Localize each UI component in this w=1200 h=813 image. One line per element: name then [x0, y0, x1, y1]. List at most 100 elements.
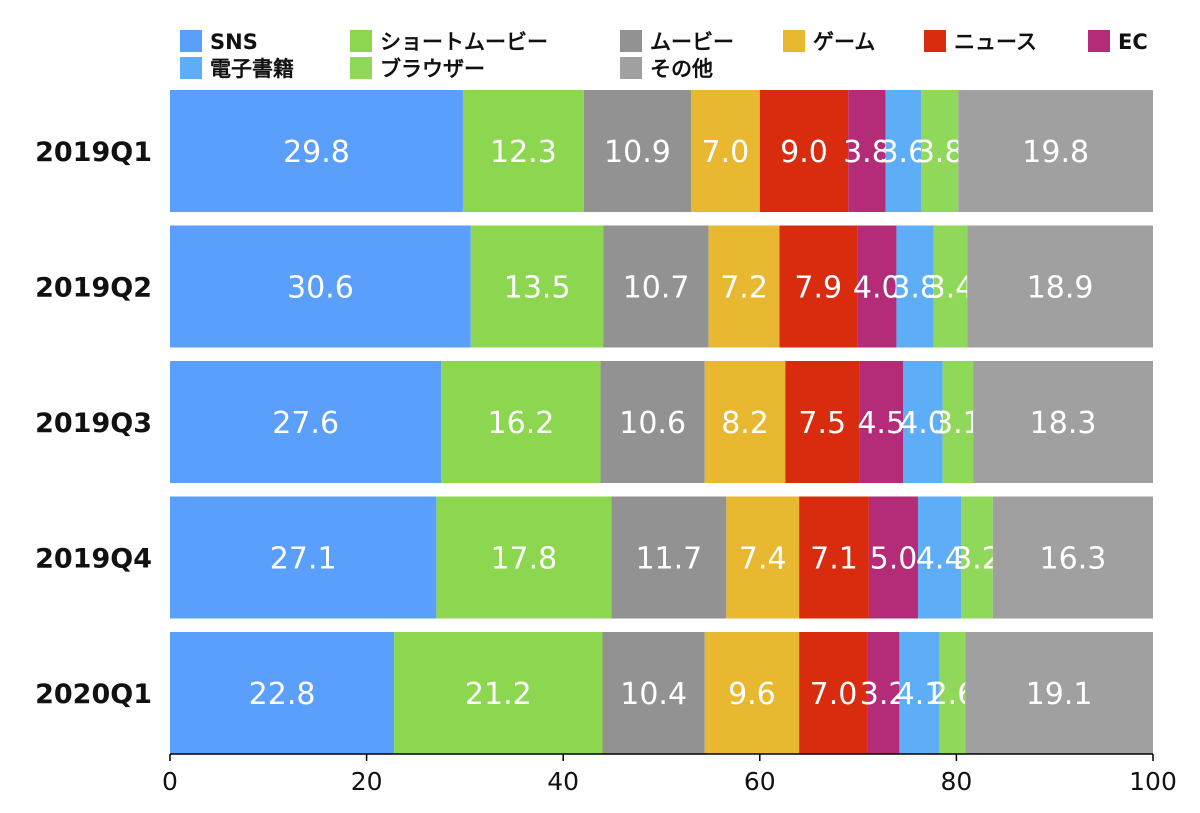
category-label: 2019Q2	[35, 273, 152, 304]
bar-segment	[857, 225, 897, 348]
x-tick-label: 0	[162, 767, 178, 796]
bar-segment	[867, 632, 900, 754]
legend-label: SNS	[210, 30, 258, 54]
bar-segment	[939, 632, 966, 754]
bar-segment	[708, 225, 780, 348]
data-label: 13.5	[504, 271, 571, 306]
bar-segment	[170, 90, 463, 212]
bar-segment	[602, 632, 705, 754]
data-label: 11.7	[635, 542, 702, 577]
bar-segment	[603, 225, 709, 348]
legend-swatch	[783, 30, 805, 52]
bar-segment	[992, 496, 1153, 619]
bar-segment	[933, 225, 968, 348]
bar-segment	[965, 632, 1153, 754]
legend-label: EC	[1118, 30, 1148, 54]
data-label: 3.8	[891, 271, 939, 306]
data-label: 18.9	[1027, 271, 1094, 306]
data-label: 7.2	[720, 271, 768, 306]
data-label: 18.3	[1030, 406, 1097, 441]
bar-segment	[470, 225, 604, 348]
legend-label: 電子書籍	[210, 57, 294, 81]
data-label: 10.6	[619, 406, 686, 441]
data-label: 4.1	[896, 677, 944, 712]
data-label: 27.1	[270, 542, 337, 577]
data-label: 12.3	[490, 135, 557, 170]
bar-segment	[436, 496, 612, 619]
x-tick-label: 80	[940, 767, 972, 796]
bar-segment	[170, 496, 437, 619]
legend-swatch	[924, 30, 946, 52]
bar-segment	[583, 90, 691, 212]
data-label: 27.6	[272, 406, 339, 441]
legend-swatch	[1088, 30, 1110, 52]
legend-label: ゲーム	[813, 30, 875, 54]
data-label: 3.4	[927, 271, 975, 306]
bar-segment	[799, 496, 869, 619]
legend-swatch	[350, 57, 372, 79]
x-axis: 0 20 40 60 80 100	[162, 753, 1177, 796]
data-label: 4.0	[899, 406, 947, 441]
bar-segment	[726, 496, 800, 619]
bar-segment	[859, 361, 904, 483]
data-label: 4.4	[916, 542, 964, 577]
legend-swatch	[620, 30, 642, 52]
data-label: 10.4	[620, 677, 687, 712]
data-label: 10.9	[604, 135, 671, 170]
data-label: 21.2	[465, 677, 532, 712]
legend-swatch	[350, 30, 372, 52]
legend-swatch	[180, 57, 202, 79]
x-tick-label: 100	[1129, 767, 1177, 796]
bars: 29.8 12.3 10.9 7.0 9.0 3.83.63.8 19.830.6 13.5 1…	[170, 90, 1153, 754]
data-label: 7.0	[810, 677, 858, 712]
data-label: 4.5	[857, 406, 905, 441]
data-label: 30.6	[287, 271, 354, 306]
bar-segment	[611, 496, 727, 619]
data-label: 16.2	[488, 406, 555, 441]
bar-segment	[899, 632, 940, 754]
data-label: 10.7	[623, 271, 690, 306]
data-label: 3.8	[843, 135, 891, 170]
bar-segment	[921, 90, 959, 212]
legend-label: ショートムービー	[380, 30, 548, 54]
data-label: 8.2	[721, 406, 769, 441]
bar-segment	[868, 496, 919, 619]
bar-segment	[441, 361, 601, 483]
data-label: 5.0	[870, 542, 918, 577]
legend-swatch	[180, 30, 202, 52]
bar-segment	[462, 90, 584, 212]
bar-segment	[958, 90, 1153, 212]
bar-segment	[896, 225, 934, 348]
bar-segment	[690, 90, 760, 212]
data-label: 3.6	[879, 135, 927, 170]
legend-label: ブラウザー	[380, 57, 485, 81]
legend-swatch	[620, 57, 642, 79]
bar-segment	[394, 632, 603, 754]
bar-segment	[885, 90, 922, 212]
data-label: 22.8	[249, 677, 316, 712]
category-label: 2019Q1	[35, 137, 152, 168]
bar-segment	[779, 225, 858, 348]
data-label: 7.0	[702, 135, 750, 170]
data-label: 29.8	[283, 135, 350, 170]
category-labels: 2019Q1 2019Q2 2019Q3 2019Q4 2020Q1	[35, 137, 152, 710]
bar-segment	[600, 361, 705, 483]
data-label: 7.5	[798, 406, 846, 441]
data-label: 19.8	[1022, 135, 1089, 170]
legend-label: その他	[650, 57, 713, 81]
bar-segment	[973, 361, 1153, 483]
bar-segment	[961, 496, 993, 619]
category-label: 2020Q1	[35, 679, 152, 710]
bar-segment	[903, 361, 943, 483]
x-tick-label: 40	[547, 767, 579, 796]
x-tick-label: 20	[351, 767, 383, 796]
data-label: 17.8	[490, 542, 557, 577]
legend-label: ニュース	[954, 30, 1037, 54]
bar-segment	[759, 90, 849, 212]
data-label: 7.4	[739, 542, 787, 577]
data-label: 9.0	[780, 135, 828, 170]
bar-segment	[170, 632, 395, 754]
data-label: 19.1	[1026, 677, 1093, 712]
data-label: 3.8	[916, 135, 964, 170]
